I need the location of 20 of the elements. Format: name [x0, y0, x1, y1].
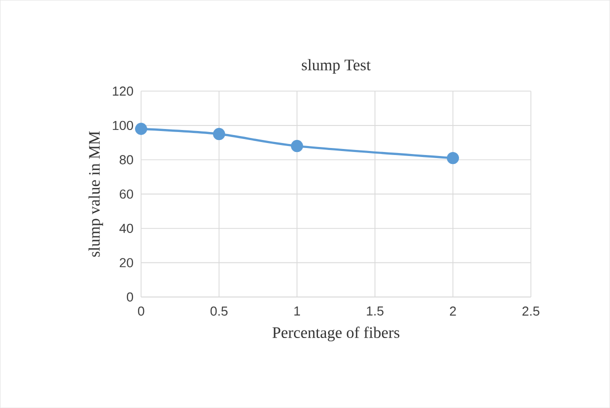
- x-tick-label: 1: [294, 306, 300, 316]
- y-tick-label: 120: [112, 86, 134, 96]
- x-tick-label: 0.5: [210, 306, 228, 316]
- point: [446, 152, 459, 164]
- y-tick-label: 0: [126, 292, 134, 302]
- point: [135, 122, 148, 135]
- x-axis-title: Percentage of fibers: [272, 326, 400, 342]
- x-tick-label: 2.5: [522, 306, 540, 316]
- y-axis-title: slump value in MM: [88, 131, 104, 257]
- y-tick-label: 80: [120, 155, 134, 164]
- y-tick-label: 60: [120, 189, 134, 199]
- point: [212, 128, 226, 140]
- y-tick-label: 100: [112, 120, 134, 130]
- y-tick-label: 40: [119, 224, 134, 233]
- point: [290, 140, 304, 152]
- x-tick-label: 2: [450, 306, 456, 316]
- x-tick-label: 0: [138, 306, 144, 316]
- y-tick-label: 20: [120, 258, 134, 268]
- chart-title: slump Test: [302, 59, 371, 74]
- x-tick-label: 1.5: [366, 306, 384, 316]
